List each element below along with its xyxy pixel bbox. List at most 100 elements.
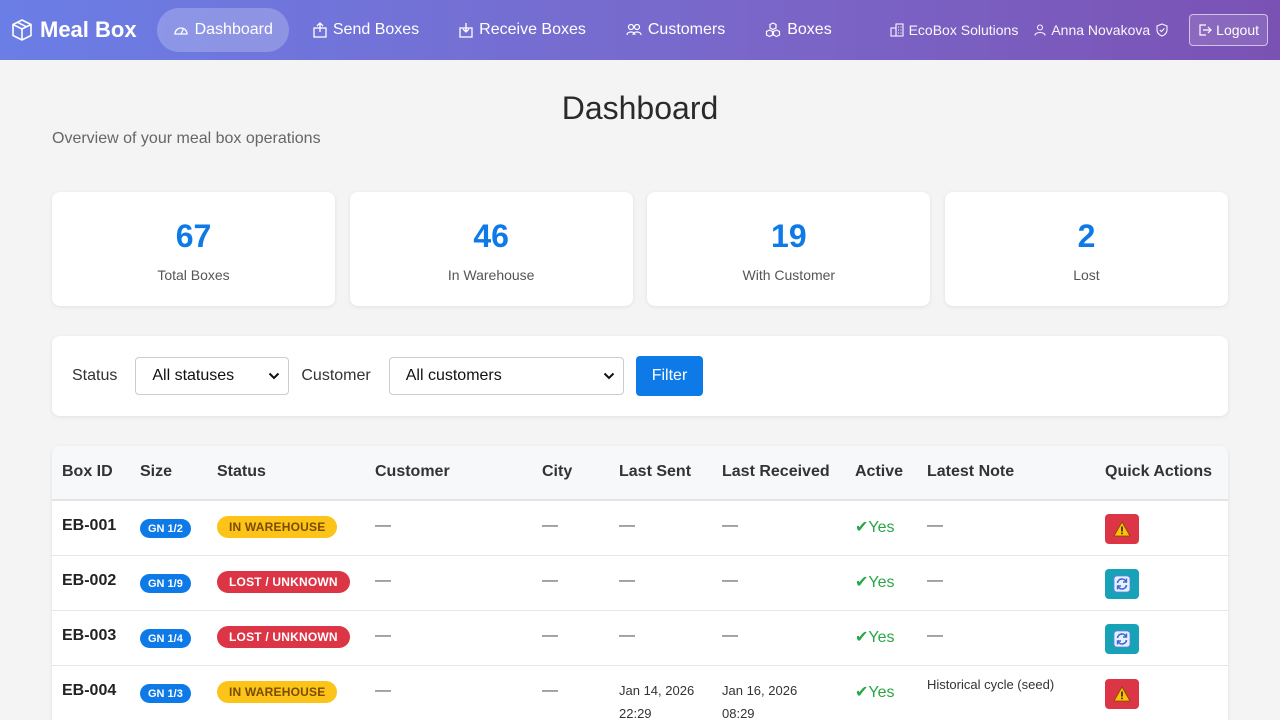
- box-id[interactable]: EB-002: [62, 572, 117, 589]
- status-badge: IN WAREHOUSE: [217, 516, 338, 538]
- box-id[interactable]: EB-004: [62, 682, 117, 699]
- latest-note-cell: —: [927, 572, 943, 589]
- status-select[interactable]: All statuses: [135, 357, 290, 395]
- status-badge: LOST / UNKNOWN: [217, 626, 350, 648]
- box-id[interactable]: EB-003: [62, 627, 117, 644]
- mark-lost-button[interactable]: [1105, 679, 1139, 709]
- col-customer[interactable]: Customer: [375, 463, 450, 480]
- shield-icon: [1156, 23, 1168, 37]
- logout-button[interactable]: Logout: [1189, 14, 1268, 46]
- col-city[interactable]: City: [542, 463, 573, 480]
- customer-cell: —: [375, 517, 391, 534]
- gauge-icon: [173, 27, 188, 35]
- stat-value: 2: [1077, 218, 1096, 254]
- brand-name: Meal Box: [40, 17, 137, 42]
- box-icon: [12, 19, 32, 41]
- size-badge: GN 1/9: [140, 574, 191, 593]
- latest-note-cell: Historical cycle (seed): [927, 677, 1055, 692]
- col-last-sent[interactable]: Last Sent: [619, 463, 692, 480]
- status-filter-label: Status: [72, 367, 118, 384]
- customer-filter-label: Customer: [301, 367, 371, 384]
- people-icon: [626, 23, 642, 36]
- stat-label: Total Boxes: [157, 267, 230, 283]
- brand-logo[interactable]: Meal Box: [10, 17, 137, 43]
- city-cell: —: [542, 682, 558, 699]
- active-indicator: ✔Yes: [855, 519, 895, 536]
- warning-icon: [1113, 686, 1131, 702]
- mark-lost-button[interactable]: [1105, 514, 1139, 544]
- customer-select[interactable]: All customers: [388, 357, 624, 395]
- cycle-icon: [1113, 630, 1131, 648]
- stat-label: With Customer: [742, 267, 836, 283]
- building-icon: [890, 23, 904, 37]
- table-row[interactable]: EB-001 GN 1/2 IN WAREHOUSE — — — — ✔Yes …: [52, 501, 1228, 556]
- filter-button[interactable]: Filter: [635, 356, 704, 396]
- table-row[interactable]: EB-002 GN 1/9 LOST / UNKNOWN — — — — ✔Ye…: [52, 556, 1228, 611]
- latest-note-cell: —: [927, 517, 943, 534]
- col-latest-note[interactable]: Latest Note: [927, 463, 1015, 480]
- nav-right: EcoBox Solutions Anna Novakova Logout: [890, 0, 1268, 60]
- user-name: Anna Novakova: [1034, 22, 1173, 38]
- last-received-cell: —: [722, 627, 738, 644]
- latest-note-cell: —: [927, 627, 943, 644]
- nav-links: Dashboard Send Boxes Receive Boxes Custo…: [156, 0, 856, 60]
- customer-cell: —: [375, 627, 391, 644]
- warning-icon: [1113, 521, 1131, 537]
- city-cell: —: [542, 627, 558, 644]
- filter-bar: Status All statuses Customer All custome…: [52, 336, 1228, 416]
- status-badge: IN WAREHOUSE: [217, 681, 338, 703]
- col-last-received[interactable]: Last Received: [722, 463, 830, 480]
- chevron-down-icon: [269, 372, 280, 380]
- nav-receive-boxes[interactable]: Receive Boxes: [443, 8, 602, 52]
- nav-boxes[interactable]: Boxes: [749, 8, 847, 52]
- nav-customers[interactable]: Customers: [610, 8, 741, 52]
- last-sent-cell: —: [619, 627, 635, 644]
- boxes-table: Box ID Size Status Customer City Last Se…: [52, 446, 1228, 720]
- cycle-icon: [1113, 575, 1131, 593]
- last-received-cell: —: [722, 517, 738, 534]
- size-badge: GN 1/4: [140, 629, 191, 648]
- table-header: Box ID Size Status Customer City Last Se…: [52, 446, 1228, 501]
- last-sent-cell: —: [619, 517, 635, 534]
- customer-cell: —: [375, 572, 391, 589]
- page-title: Dashboard: [561, 90, 719, 126]
- stat-total-boxes: 67 Total Boxes: [52, 192, 335, 306]
- last-received-cell: —: [722, 572, 738, 589]
- col-status[interactable]: Status: [217, 463, 266, 480]
- restore-button[interactable]: [1105, 569, 1139, 599]
- col-size[interactable]: Size: [140, 463, 173, 480]
- restore-button[interactable]: [1105, 624, 1139, 654]
- stat-label: In Warehouse: [447, 267, 535, 283]
- top-navbar: Meal Box Dashboard Send Boxes Receive Bo…: [0, 0, 1280, 60]
- stat-value: 19: [771, 218, 807, 254]
- page-subtitle: Overview of your meal box operations: [52, 130, 321, 147]
- nav-dashboard[interactable]: Dashboard: [156, 8, 289, 52]
- active-indicator: ✔Yes: [855, 574, 895, 591]
- table-row[interactable]: EB-004 GN 1/3 IN WAREHOUSE — — Jan 14, 2…: [52, 666, 1228, 720]
- stats-row: 67 Total Boxes 46 In Warehouse 19 With C…: [52, 192, 1228, 306]
- last-received-cell: Jan 16, 2026 08:29: [722, 683, 798, 720]
- col-quick-actions: Quick Actions: [1105, 463, 1212, 480]
- size-badge: GN 1/3: [140, 684, 191, 703]
- org-name: EcoBox Solutions: [890, 22, 1018, 38]
- stat-label: Lost: [1073, 267, 1100, 283]
- last-sent-cell: —: [619, 572, 635, 589]
- active-indicator: ✔Yes: [855, 684, 895, 701]
- active-indicator: ✔Yes: [855, 629, 895, 646]
- upload-icon: [313, 22, 327, 38]
- stat-value: 67: [175, 218, 212, 254]
- stat-with-customer: 19 With Customer: [647, 192, 931, 306]
- col-box-id[interactable]: Box ID: [62, 463, 113, 480]
- box-id[interactable]: EB-001: [62, 517, 117, 534]
- stat-in-warehouse: 46 In Warehouse: [349, 192, 633, 306]
- nav-send-boxes[interactable]: Send Boxes: [297, 8, 435, 52]
- table-row[interactable]: EB-003 GN 1/4 LOST / UNKNOWN — — — — ✔Ye…: [52, 611, 1228, 666]
- download-icon: [459, 23, 473, 38]
- user-icon: [1034, 24, 1046, 36]
- col-active[interactable]: Active: [855, 463, 904, 480]
- logout-icon: [1199, 24, 1213, 36]
- city-cell: —: [542, 572, 558, 589]
- last-sent-cell: Jan 14, 2026 22:29: [619, 683, 695, 720]
- stat-lost: 2 Lost: [944, 192, 1228, 306]
- stat-value: 46: [473, 218, 509, 254]
